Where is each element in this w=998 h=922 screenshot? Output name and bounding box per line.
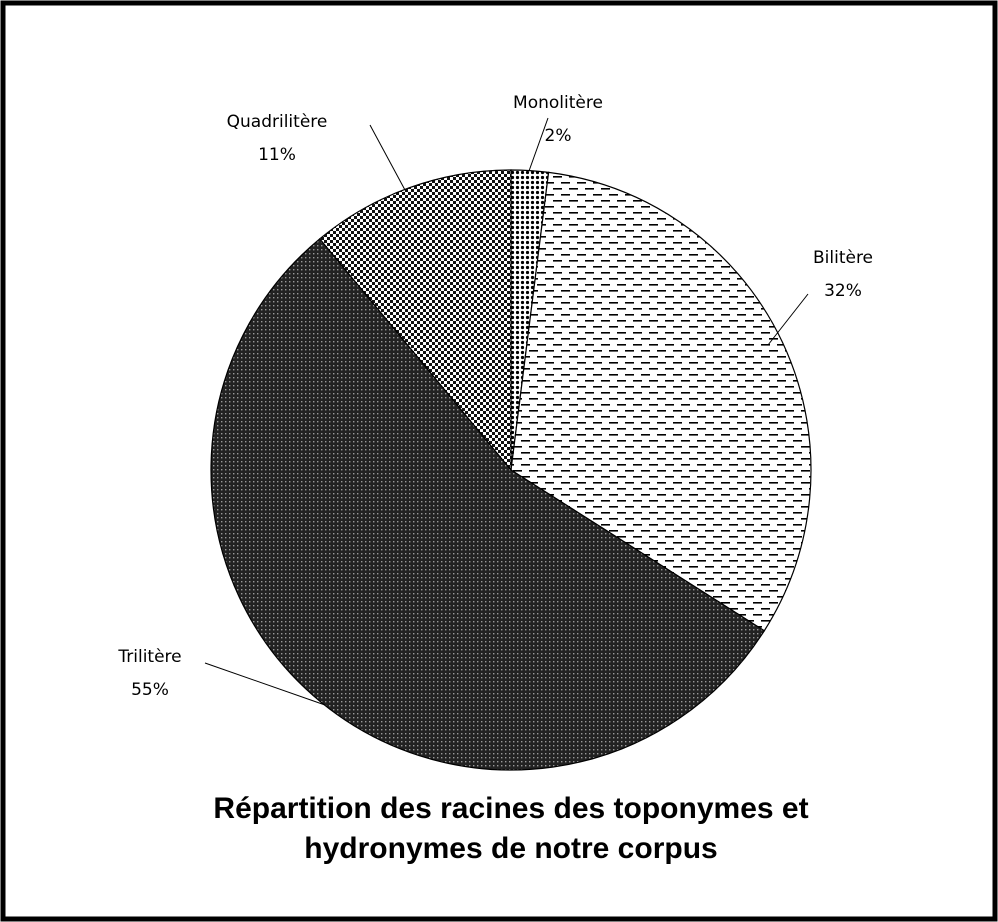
slice-label: Trilitère <box>117 647 181 667</box>
slice-label: Bilitère <box>813 248 873 268</box>
slice-value-label: 11% <box>258 145 296 165</box>
pie-slice <box>210 238 766 771</box>
leader-line <box>767 293 809 346</box>
slice-value-label: 2% <box>545 126 572 146</box>
slice-value-label: 32% <box>824 281 862 301</box>
leader-line <box>369 124 406 191</box>
pie-slice <box>510 171 812 632</box>
leader-line <box>204 662 326 706</box>
leader-line <box>528 117 549 172</box>
slice-label: Quadrilitère <box>227 112 328 132</box>
chart-title: Répartition des racines des toponymes et <box>213 792 808 825</box>
slice-value-label: 55% <box>131 680 169 700</box>
slice-label: Monolitère <box>513 93 603 113</box>
pie-slice <box>318 169 512 472</box>
chart-title: hydronymes de notre corpus <box>304 832 717 865</box>
